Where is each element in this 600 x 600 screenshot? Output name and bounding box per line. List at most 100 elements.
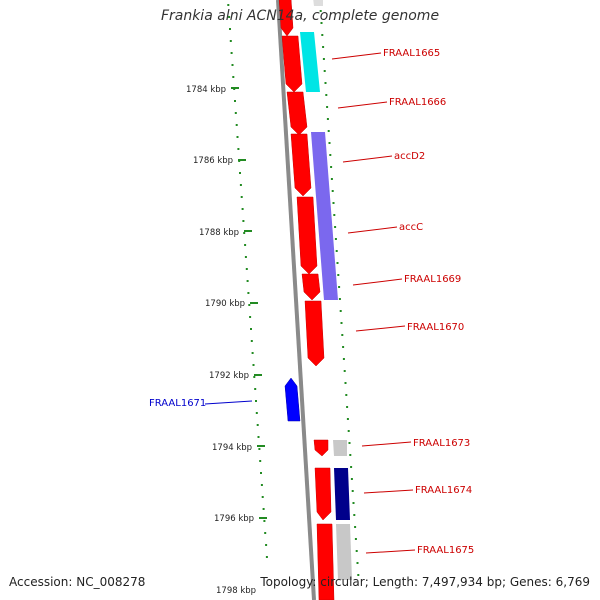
- tick-label-1798: 1798 kbp: [216, 586, 256, 596]
- scale-dot: [255, 412, 258, 414]
- scale-dot: [254, 388, 257, 390]
- topology-label: Topology:: [260, 575, 317, 589]
- scale-dot: [356, 562, 359, 564]
- cds-arrow[interactable]: [286, 91, 308, 136]
- feature-purple[interactable]: [311, 132, 338, 300]
- scale-dot: [329, 154, 332, 156]
- scale-dot: [354, 538, 357, 540]
- scale-dot: [261, 496, 264, 498]
- length-value: 7,497,934 bp: [421, 575, 502, 589]
- tick-label-1792: 1792 kbp: [209, 371, 249, 381]
- gene-label-accC[interactable]: accC: [399, 222, 423, 233]
- gene-label-FRAAL1674[interactable]: FRAAL1674: [415, 485, 472, 496]
- scale-dot: [332, 202, 335, 204]
- scale-dot: [236, 136, 239, 138]
- gene-label-FRAAL1666[interactable]: FRAAL1666: [389, 97, 446, 108]
- gene-label-FRAAL1669[interactable]: FRAAL1669: [404, 274, 461, 285]
- scale-dot: [337, 274, 340, 276]
- tick-marks: [231, 87, 267, 519]
- scale-dot: [331, 190, 334, 192]
- gene-label-accD2[interactable]: accD2: [394, 151, 425, 162]
- scale-dot: [234, 112, 237, 114]
- scale-dot: [345, 394, 348, 396]
- scale-dot: [232, 76, 235, 78]
- scale-dot: [252, 364, 255, 366]
- scale-dot: [245, 268, 248, 270]
- cds-arrow[interactable]: [304, 300, 325, 367]
- accession-info: Accession: NC_008278: [9, 575, 145, 589]
- scale-dot: [242, 220, 245, 222]
- cds-arrow[interactable]: [281, 35, 303, 93]
- scale-dot: [250, 328, 252, 330]
- scale-dot: [260, 472, 262, 474]
- cds-arrow[interactable]: [313, 439, 329, 457]
- scale-dot: [344, 382, 347, 384]
- scale-dot: [325, 94, 328, 96]
- gene-label-FRAAL1665[interactable]: FRAAL1665: [383, 48, 440, 59]
- cds-arrow[interactable]: [278, 0, 294, 37]
- scale-dot: [249, 316, 252, 318]
- scale-dot: [350, 478, 353, 480]
- feature-gray[interactable]: [336, 524, 352, 580]
- scale-dot: [323, 70, 326, 72]
- scale-ticks: 1784 kbp 1786 kbp 1788 kbp 1790 kbp 1792…: [186, 85, 256, 596]
- scale-dot: [240, 196, 243, 198]
- tick-label-1788: 1788 kbp: [199, 228, 239, 238]
- feature-gray-top[interactable]: [313, 0, 323, 6]
- feature-gray[interactable]: [333, 440, 347, 456]
- scale-dot: [229, 28, 231, 30]
- scale-dot: [338, 286, 341, 288]
- scale-dot: [320, 22, 323, 24]
- scale-dot: [330, 178, 333, 180]
- scale-dot: [349, 454, 352, 456]
- scale-dot: [228, 16, 231, 18]
- scale-dot: [330, 166, 333, 168]
- scale-dot: [324, 82, 327, 84]
- gene-label-FRAAL1671[interactable]: FRAAL1671: [149, 398, 206, 409]
- scale-dot: [258, 448, 261, 450]
- scale-dot: [333, 214, 336, 216]
- scale-dot: [350, 466, 353, 468]
- scale-dot: [264, 532, 267, 534]
- feature-track: [300, 0, 352, 580]
- scale-dot: [346, 418, 349, 420]
- scale-dot: [322, 58, 325, 60]
- scale-dot: [336, 262, 339, 264]
- scale-dot: [335, 250, 338, 252]
- genes-label: Genes:: [509, 575, 552, 589]
- scale-dot: [322, 46, 325, 48]
- cds-arrow[interactable]: [290, 133, 312, 197]
- cds-arrow[interactable]: [301, 273, 321, 301]
- label-leaders: [204, 52, 416, 554]
- scale-dot: [251, 352, 254, 354]
- gene-label-FRAAL1673[interactable]: FRAAL1673: [413, 438, 470, 449]
- tick-label-1784: 1784 kbp: [186, 85, 226, 95]
- cds-arrow[interactable]: [314, 467, 332, 521]
- scale-dot: [328, 142, 331, 144]
- tick-label-1786: 1786 kbp: [193, 156, 233, 166]
- scale-dot: [244, 244, 247, 246]
- cds-arrow[interactable]: [316, 523, 335, 600]
- scale-dot: [338, 298, 341, 300]
- scale-dot: [326, 106, 329, 108]
- scale-dot: [235, 124, 238, 126]
- scale-dot: [262, 508, 265, 510]
- gene-label-FRAAL1675[interactable]: FRAAL1675: [417, 545, 474, 556]
- topology-value: circular: [320, 575, 365, 589]
- scale-dot: [227, 4, 230, 6]
- feature-cyan[interactable]: [300, 32, 320, 92]
- scale-dot: [326, 118, 329, 120]
- feature-navy[interactable]: [334, 468, 350, 520]
- genome-title: Frankia alni ACN14a, complete genome: [160, 8, 440, 24]
- scale-dot: [352, 502, 355, 504]
- scale-dot: [231, 64, 234, 66]
- scale-dot: [256, 424, 259, 426]
- scale-dot: [353, 514, 356, 516]
- cds-arrow-reverse[interactable]: [284, 377, 301, 422]
- scale-dot: [319, 10, 322, 12]
- cds-arrow[interactable]: [296, 196, 318, 275]
- accession-label: Accession:: [9, 575, 73, 589]
- genes-value: 6,769: [555, 575, 590, 589]
- scale-dot: [263, 520, 266, 522]
- gene-label-FRAAL1670[interactable]: FRAAL1670: [407, 322, 464, 333]
